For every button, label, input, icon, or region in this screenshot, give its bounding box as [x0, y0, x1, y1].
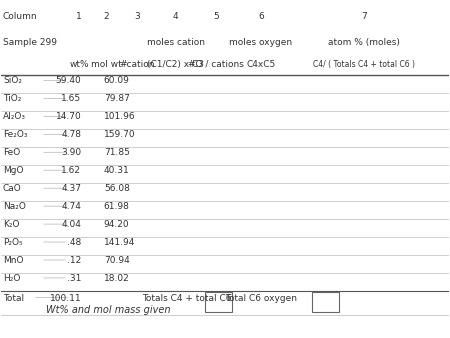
Text: 4.04: 4.04	[62, 220, 81, 229]
Text: #O / cations: #O / cations	[188, 59, 244, 69]
Text: 79.87: 79.87	[104, 94, 130, 103]
Text: 18.02: 18.02	[104, 274, 130, 283]
Text: K₂O: K₂O	[3, 220, 19, 229]
Text: Column: Column	[3, 13, 37, 22]
Text: mol wt: mol wt	[91, 59, 122, 69]
Text: Fe₂O₃: Fe₂O₃	[3, 130, 27, 139]
Text: 14.70: 14.70	[56, 112, 81, 121]
Text: 56.08: 56.08	[104, 184, 130, 193]
Text: wt%: wt%	[69, 59, 89, 69]
Text: .48: .48	[67, 238, 81, 247]
Text: 59.40: 59.40	[56, 76, 81, 86]
Text: MgO: MgO	[3, 166, 23, 175]
Text: 70.94: 70.94	[104, 256, 130, 265]
Text: 40.31: 40.31	[104, 166, 130, 175]
Text: 1: 1	[76, 13, 82, 22]
Text: 4.78: 4.78	[62, 130, 81, 139]
Text: TiO₂: TiO₂	[3, 94, 21, 103]
Text: atom % (moles): atom % (moles)	[328, 38, 400, 47]
Text: 1.65: 1.65	[61, 94, 81, 103]
Text: 60.09: 60.09	[104, 76, 130, 86]
Text: Total C6 oxygen: Total C6 oxygen	[225, 293, 297, 303]
Text: moles oxygen: moles oxygen	[230, 38, 292, 47]
Text: 101.96: 101.96	[104, 112, 135, 121]
Text: FeO: FeO	[3, 148, 20, 157]
Text: moles cation: moles cation	[147, 38, 205, 47]
Text: 61.98: 61.98	[104, 202, 130, 211]
Text: 3: 3	[135, 13, 140, 22]
Text: 7: 7	[361, 13, 367, 22]
Text: C4xC5: C4xC5	[246, 59, 275, 69]
Text: Al₂O₃: Al₂O₃	[3, 112, 26, 121]
Text: 4.74: 4.74	[62, 202, 81, 211]
Text: .31: .31	[67, 274, 81, 283]
Text: SiO₂: SiO₂	[3, 76, 22, 86]
Text: (C1/C2) x C3: (C1/C2) x C3	[147, 59, 204, 69]
Text: .12: .12	[67, 256, 81, 265]
Text: Sample 299: Sample 299	[3, 38, 57, 47]
Text: Total: Total	[3, 293, 24, 303]
Text: 3.90: 3.90	[61, 148, 81, 157]
Text: 5: 5	[213, 13, 219, 22]
Text: 1.62: 1.62	[62, 166, 81, 175]
Text: CaO: CaO	[3, 184, 22, 193]
Text: P₂O₅: P₂O₅	[3, 238, 22, 247]
Text: H₂O: H₂O	[3, 274, 20, 283]
Text: Wt% and mol mass given: Wt% and mol mass given	[45, 306, 170, 315]
Text: 4: 4	[173, 13, 179, 22]
Text: 100.11: 100.11	[50, 293, 81, 303]
Text: MnO: MnO	[3, 256, 23, 265]
Text: 71.85: 71.85	[104, 148, 130, 157]
Text: Na₂O: Na₂O	[3, 202, 26, 211]
Text: C4/ ( Totals C4 + total C6 ): C4/ ( Totals C4 + total C6 )	[313, 59, 415, 69]
Text: 141.94: 141.94	[104, 238, 135, 247]
Bar	[205, 292, 232, 312]
Text: 2: 2	[104, 13, 109, 22]
Text: 94.20: 94.20	[104, 220, 130, 229]
Text: 159.70: 159.70	[104, 130, 135, 139]
Text: Totals C4 + total C6:: Totals C4 + total C6:	[142, 293, 234, 303]
Text: 4.37: 4.37	[62, 184, 81, 193]
Text: 6: 6	[258, 13, 264, 22]
Bar	[312, 292, 339, 312]
Text: #cation: #cation	[120, 59, 155, 69]
